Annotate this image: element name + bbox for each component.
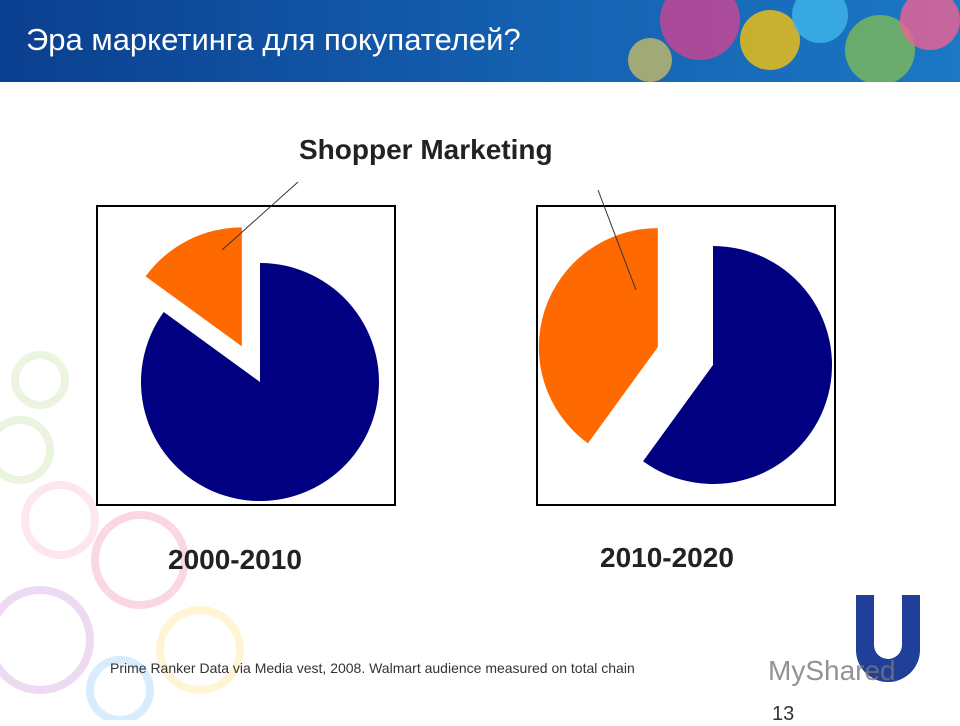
pie-1-slice-other (140, 263, 379, 502)
decorative-pattern (628, 0, 960, 82)
page-number: 13 (772, 703, 795, 725)
callout-leader-1 (221, 181, 299, 251)
watermark: MyShared (768, 655, 896, 686)
pie-2-slice-other (643, 246, 832, 484)
callout-leader-2 (597, 189, 637, 291)
pie-2-slice-shopper-marketing (538, 228, 658, 444)
source-note: Prime Ranker Data via Media vest, 2008. … (110, 660, 635, 676)
pie-1-slice-shopper-marketing (145, 227, 242, 347)
slide-title: Эра маркетинга для покупателей? (26, 22, 521, 57)
period-label-1: 2000-2010 (168, 544, 302, 575)
title-bar: Эра маркетинга для покупателей? (0, 0, 960, 82)
callout-label: Shopper Marketing (299, 134, 553, 165)
period-label-2: 2010-2020 (600, 542, 734, 573)
unilever-logo (856, 595, 920, 682)
